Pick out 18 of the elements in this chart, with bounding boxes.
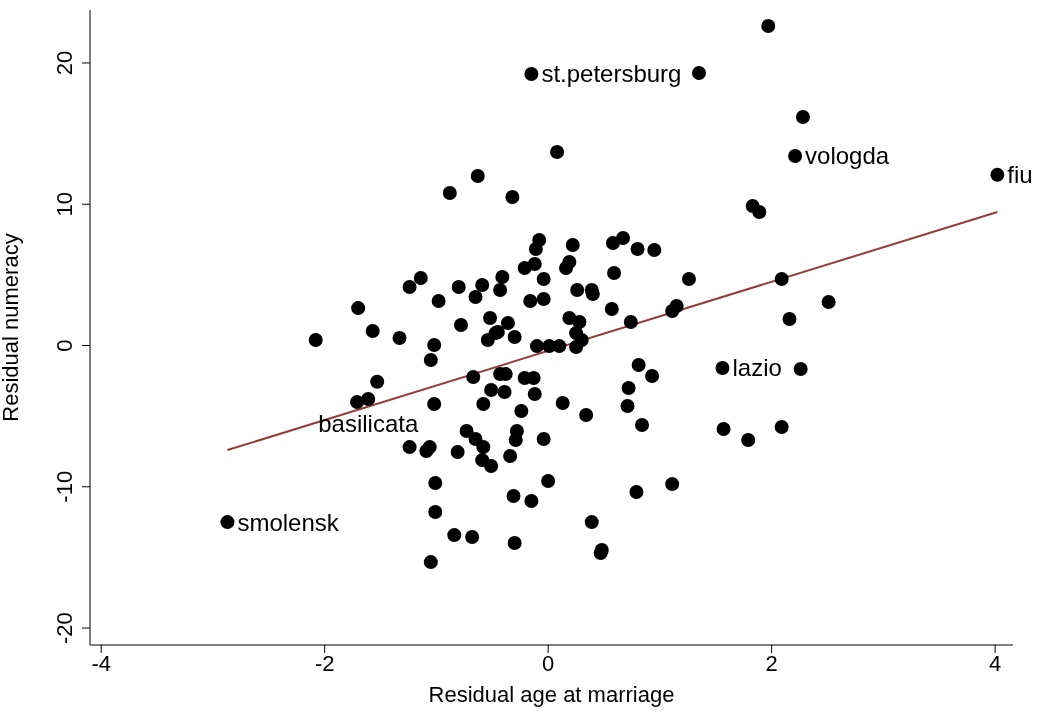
y-tick-label: -10 (52, 470, 77, 503)
y-tick-label: 20 (52, 50, 77, 76)
annotation: st.petersburg (541, 60, 682, 88)
x-tick-label: 2 (765, 650, 778, 676)
x-axis-title: Residual age at marriage (428, 682, 675, 707)
y-tick-label: -20 (52, 612, 77, 644)
x-tick-label: 4 (989, 650, 1002, 676)
y-axis-title: Residual numeracy (0, 233, 23, 422)
annotation: basilicata (318, 409, 419, 437)
x-tick-label: -2 (314, 650, 335, 676)
y-tick-label: 0 (52, 339, 77, 352)
y-tick-label: 10 (52, 192, 77, 217)
annotation: vologda (805, 142, 890, 170)
annotation: smolensk (237, 508, 340, 536)
annotation: fiu (1007, 161, 1033, 189)
annotation: lazio (732, 354, 782, 382)
x-tick-label: 0 (542, 650, 555, 676)
x-tick-label: -4 (91, 650, 111, 676)
